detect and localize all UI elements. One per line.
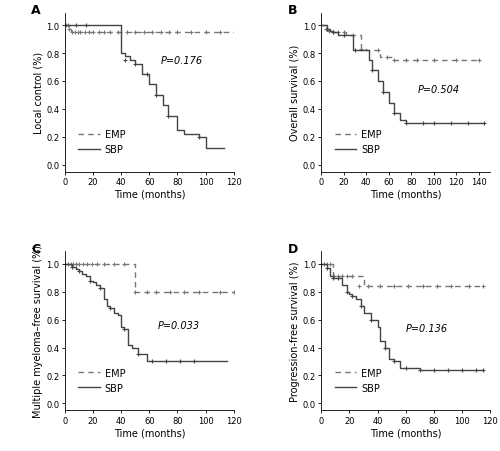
Text: P=0.136: P=0.136 <box>406 323 448 333</box>
Legend: EMP, SBP: EMP, SBP <box>334 130 382 155</box>
Y-axis label: Progression-free survival (%): Progression-free survival (%) <box>290 261 300 401</box>
Legend: EMP, SBP: EMP, SBP <box>334 368 382 393</box>
X-axis label: Time (months): Time (months) <box>114 428 185 437</box>
Legend: EMP, SBP: EMP, SBP <box>78 130 125 155</box>
Text: P=0.033: P=0.033 <box>158 320 200 330</box>
Y-axis label: Overall survival (%): Overall survival (%) <box>290 45 300 141</box>
Text: D: D <box>288 242 298 255</box>
X-axis label: Time (months): Time (months) <box>370 189 442 199</box>
X-axis label: Time (months): Time (months) <box>370 428 442 437</box>
X-axis label: Time (months): Time (months) <box>114 189 185 199</box>
Text: B: B <box>288 4 297 17</box>
Legend: EMP, SBP: EMP, SBP <box>78 368 125 393</box>
Text: C: C <box>32 242 40 255</box>
Text: A: A <box>32 4 41 17</box>
Y-axis label: Local control (%): Local control (%) <box>34 52 43 134</box>
Y-axis label: Multiple myeloma–free survival (%): Multiple myeloma–free survival (%) <box>34 245 43 417</box>
Text: P=0.504: P=0.504 <box>418 85 460 95</box>
Text: P=0.176: P=0.176 <box>161 56 204 66</box>
